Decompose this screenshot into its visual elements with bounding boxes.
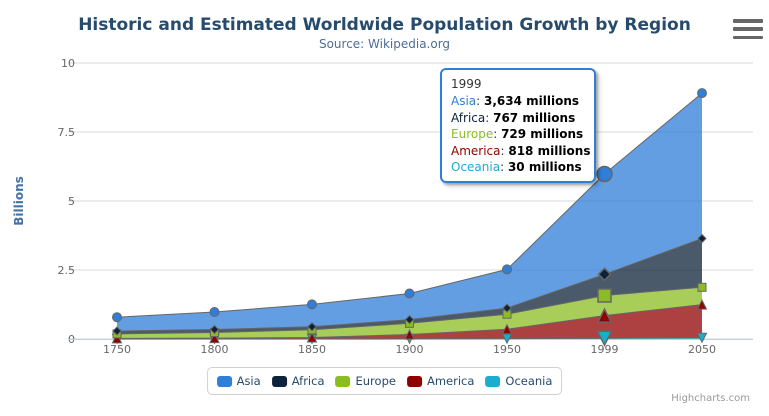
legend-item-oceania[interactable]: Oceania: [485, 374, 552, 388]
marker-america-2050[interactable]: [696, 298, 708, 310]
marker-africa-2050[interactable]: [697, 233, 707, 244]
marker-asia-1750[interactable]: [112, 312, 122, 323]
x-axis-label: 1800: [201, 343, 229, 356]
marker-europe-1999[interactable]: [597, 288, 612, 303]
marker-oceania-1999[interactable]: [596, 330, 613, 347]
marker-america-1950[interactable]: [501, 323, 513, 335]
legend-symbol: [335, 375, 351, 387]
legend-symbol: [216, 375, 232, 387]
y-axis-label: 10: [61, 57, 75, 70]
legend-label: Oceania: [505, 374, 553, 388]
legend-label: Asia: [236, 374, 261, 388]
legend-symbol: [271, 375, 287, 387]
marker-america-1999[interactable]: [596, 307, 613, 323]
legend-symbol: [485, 375, 501, 387]
credits-link[interactable]: Highcharts.com: [671, 393, 750, 404]
legend-label: Europe: [355, 374, 396, 388]
context-menu-button[interactable]: [733, 19, 763, 39]
y-axis-label: 2.5: [58, 264, 76, 277]
legend-item-america[interactable]: America: [406, 374, 475, 388]
legend-label: America: [426, 374, 475, 388]
marker-asia-1950[interactable]: [502, 264, 512, 275]
x-axis-label: 1750: [103, 343, 131, 356]
area-america[interactable]: [117, 304, 702, 339]
marker-africa-1800[interactable]: [209, 324, 220, 335]
marker-america-1850[interactable]: [306, 331, 318, 343]
y-axis-label: 5: [68, 195, 75, 208]
marker-oceania-2050[interactable]: [696, 332, 708, 344]
marker-asia-2050[interactable]: [697, 88, 707, 99]
x-axis-label: 1900: [396, 343, 424, 356]
marker-asia-1900[interactable]: [404, 288, 415, 299]
hamburger-icon: [733, 27, 763, 31]
marker-asia-1999[interactable]: [596, 165, 613, 183]
marker-america-1900[interactable]: [404, 328, 415, 340]
legend-symbol: [406, 375, 422, 387]
hamburger-icon: [733, 35, 763, 39]
chart-title: Historic and Estimated Worldwide Populat…: [78, 15, 691, 35]
x-axis-label: 1850: [298, 343, 326, 356]
x-axis-label: 1999: [591, 343, 619, 356]
x-axis-label: 2050: [688, 343, 716, 356]
legend-label: Africa: [291, 374, 325, 388]
legend-item-africa[interactable]: Africa: [271, 374, 325, 388]
marker-asia-1800[interactable]: [209, 307, 220, 317]
x-axis-label: 1950: [493, 343, 521, 356]
legend-item-asia[interactable]: Asia: [216, 374, 261, 388]
y-axis-label: 7.5: [58, 126, 76, 139]
marker-asia-1850[interactable]: [307, 299, 317, 310]
area-africa[interactable]: [117, 238, 702, 334]
hamburger-icon: [733, 19, 763, 23]
area-asia[interactable]: [117, 93, 702, 331]
marker-africa-1850[interactable]: [307, 322, 317, 332]
marker-africa-1999[interactable]: [597, 267, 612, 282]
marker-europe-2050[interactable]: [697, 282, 707, 292]
marker-africa-1750[interactable]: [112, 326, 122, 336]
legend: Asia Africa Europe America Oceania: [206, 367, 563, 395]
marker-africa-1900[interactable]: [404, 314, 415, 325]
marker-america-1800[interactable]: [209, 332, 220, 344]
legend-item-europe[interactable]: Europe: [335, 374, 396, 388]
chart-subtitle: Source: Wikipedia.org: [318, 37, 451, 51]
marker-africa-1950[interactable]: [502, 303, 512, 313]
